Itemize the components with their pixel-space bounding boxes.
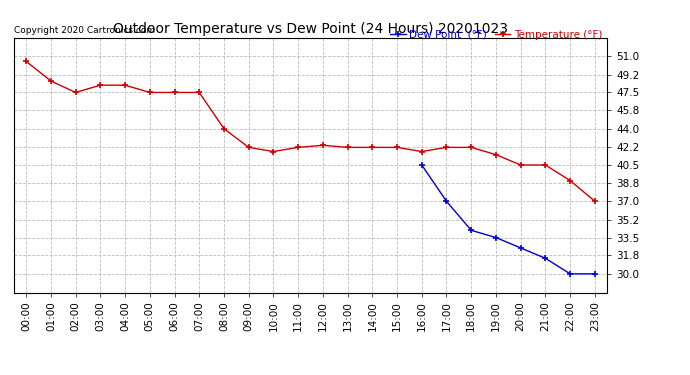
Temperature (°F) <box>72 90 80 95</box>
Dew Point  (°F) <box>566 272 574 276</box>
Temperature (°F) <box>47 79 55 83</box>
Dew Point  (°F) <box>517 246 525 250</box>
Temperature (°F) <box>417 149 426 154</box>
Dew Point  (°F) <box>492 235 500 240</box>
Temperature (°F) <box>170 90 179 95</box>
Line: Dew Point  (°F): Dew Point (°F) <box>418 162 598 278</box>
Temperature (°F) <box>368 145 377 150</box>
Temperature (°F) <box>467 145 475 150</box>
Dew Point  (°F) <box>417 163 426 167</box>
Temperature (°F) <box>269 149 277 154</box>
Temperature (°F) <box>195 90 204 95</box>
Temperature (°F) <box>220 126 228 131</box>
Temperature (°F) <box>146 90 154 95</box>
Temperature (°F) <box>541 163 549 167</box>
Text: Copyright 2020 Cartronics.com: Copyright 2020 Cartronics.com <box>14 26 155 35</box>
Temperature (°F) <box>22 59 30 64</box>
Line: Temperature (°F): Temperature (°F) <box>23 58 598 205</box>
Temperature (°F) <box>566 178 574 183</box>
Dew Point  (°F) <box>591 272 599 276</box>
Temperature (°F) <box>442 145 451 150</box>
Temperature (°F) <box>492 152 500 157</box>
Temperature (°F) <box>244 145 253 150</box>
Temperature (°F) <box>294 145 302 150</box>
Dew Point  (°F) <box>467 228 475 232</box>
Temperature (°F) <box>344 145 352 150</box>
Title: Outdoor Temperature vs Dew Point (24 Hours) 20201023: Outdoor Temperature vs Dew Point (24 Hou… <box>113 22 508 36</box>
Dew Point  (°F) <box>442 199 451 204</box>
Legend: Dew Point  (°F), Temperature (°F): Dew Point (°F), Temperature (°F) <box>390 30 602 40</box>
Temperature (°F) <box>96 83 104 87</box>
Temperature (°F) <box>319 143 327 147</box>
Temperature (°F) <box>591 199 599 204</box>
Temperature (°F) <box>517 163 525 167</box>
Temperature (°F) <box>393 145 401 150</box>
Dew Point  (°F) <box>541 256 549 261</box>
Temperature (°F) <box>121 83 129 87</box>
